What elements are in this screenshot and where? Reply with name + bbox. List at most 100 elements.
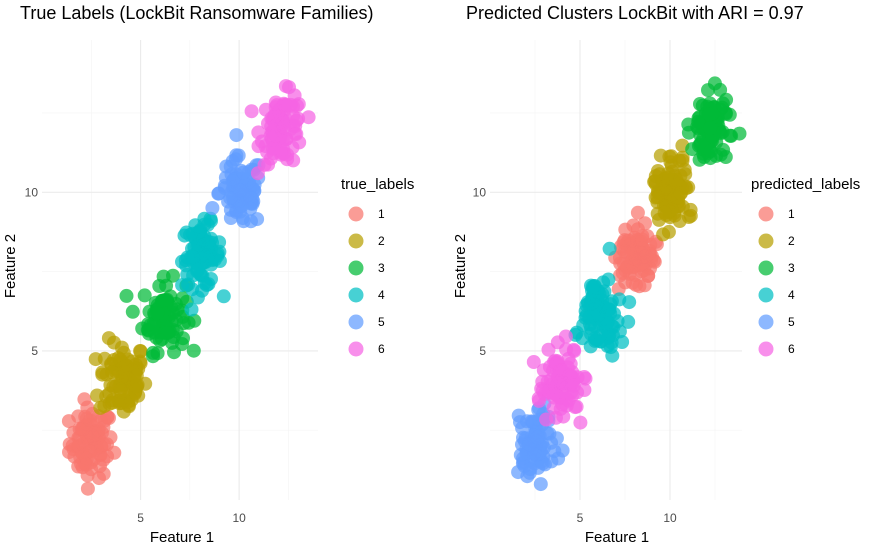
data-point <box>121 398 136 412</box>
left-plot-title: True Labels (LockBit Ransomware Families… <box>20 3 373 23</box>
data-point <box>536 363 551 378</box>
left-legend: true_labels 1 2 3 4 5 6 <box>341 176 414 357</box>
x-tick-label: 5 <box>577 511 584 525</box>
legend-key <box>348 314 364 330</box>
left-panel: True Labels (LockBit Ransomware Families… <box>2 3 414 545</box>
data-point <box>179 258 194 273</box>
data-point <box>532 393 546 408</box>
data-point <box>612 292 627 307</box>
data-point <box>662 149 677 164</box>
data-point <box>611 282 626 296</box>
data-point <box>153 333 167 348</box>
data-point <box>217 178 232 193</box>
right-plot-title: Predicted Clusters LockBit with ARI = 0.… <box>466 3 804 23</box>
data-point <box>612 324 627 339</box>
data-point <box>158 293 173 307</box>
x-tick-label: 10 <box>663 511 677 525</box>
data-point <box>279 97 294 112</box>
legend-label: 1 <box>788 207 795 221</box>
data-point <box>243 201 258 216</box>
data-point <box>216 289 231 304</box>
left-y-axis-title: Feature 2 <box>2 234 19 298</box>
legend-item-5: 5 <box>348 314 385 330</box>
legend-key <box>758 233 774 249</box>
data-point <box>102 396 117 411</box>
data-point <box>236 165 251 180</box>
data-point <box>539 412 554 427</box>
data-point <box>625 275 640 290</box>
data-point <box>567 344 582 358</box>
legend-item-2: 2 <box>348 233 385 249</box>
data-point <box>573 415 588 430</box>
data-point <box>133 344 148 358</box>
series-4-points <box>175 211 231 317</box>
data-point <box>150 346 165 361</box>
data-point <box>523 462 538 477</box>
data-point <box>626 218 641 233</box>
data-point <box>205 201 220 215</box>
data-point <box>587 294 602 309</box>
series-2-points <box>647 138 698 242</box>
data-point <box>703 144 718 159</box>
data-point <box>569 325 584 340</box>
data-point <box>184 302 199 317</box>
legend-label: 3 <box>378 261 385 275</box>
legend-key <box>758 260 774 276</box>
data-point <box>583 339 598 354</box>
right-legend-items: 1 2 3 4 5 6 <box>758 206 795 357</box>
data-point <box>582 310 597 325</box>
data-point <box>236 214 251 229</box>
right-legend: predicted_labels 1 2 3 4 5 6 <box>751 176 860 357</box>
data-point <box>620 245 635 260</box>
data-point <box>175 291 190 306</box>
data-point <box>261 157 276 172</box>
data-point <box>568 400 583 415</box>
left-points <box>61 79 316 496</box>
data-point <box>577 370 592 384</box>
data-point <box>229 128 244 143</box>
right-y-ticks: 5 10 <box>473 185 487 358</box>
legend-label: 6 <box>788 342 795 356</box>
data-point <box>290 98 304 113</box>
right-panel: Predicted Clusters LockBit with ARI = 0.… <box>452 3 860 545</box>
data-point <box>530 430 545 445</box>
data-point <box>707 76 722 91</box>
series-4-points <box>568 241 637 363</box>
data-point <box>715 96 730 111</box>
left-y-ticks: 5 10 <box>25 185 39 358</box>
data-point <box>534 381 549 396</box>
data-point <box>702 107 717 122</box>
data-point <box>267 110 282 125</box>
data-point <box>128 379 143 393</box>
legend-item-5: 5 <box>758 314 795 330</box>
data-point <box>703 121 718 136</box>
legend-item-3: 3 <box>348 260 385 276</box>
data-point <box>175 278 190 293</box>
data-point <box>301 110 316 125</box>
series-3-points <box>119 268 202 364</box>
data-point <box>282 80 296 95</box>
data-point <box>61 414 76 429</box>
data-point <box>125 304 140 319</box>
data-point <box>291 111 306 126</box>
data-point <box>205 253 220 268</box>
legend-key <box>348 260 364 276</box>
data-point <box>657 205 672 220</box>
data-point <box>152 279 167 293</box>
data-point <box>186 343 201 358</box>
data-point <box>268 95 283 110</box>
legend-item-4: 4 <box>348 287 385 303</box>
data-point <box>533 477 548 492</box>
y-tick-label: 10 <box>473 185 487 199</box>
data-point <box>630 205 645 220</box>
legend-label: 5 <box>378 315 385 329</box>
data-point <box>602 302 617 317</box>
legend-label: 4 <box>378 288 385 302</box>
y-tick-label: 10 <box>25 185 39 199</box>
data-point <box>141 317 156 332</box>
data-point <box>280 152 295 167</box>
data-point <box>551 389 566 404</box>
data-point <box>541 342 556 357</box>
legend-key <box>348 206 364 222</box>
data-point <box>72 438 86 453</box>
